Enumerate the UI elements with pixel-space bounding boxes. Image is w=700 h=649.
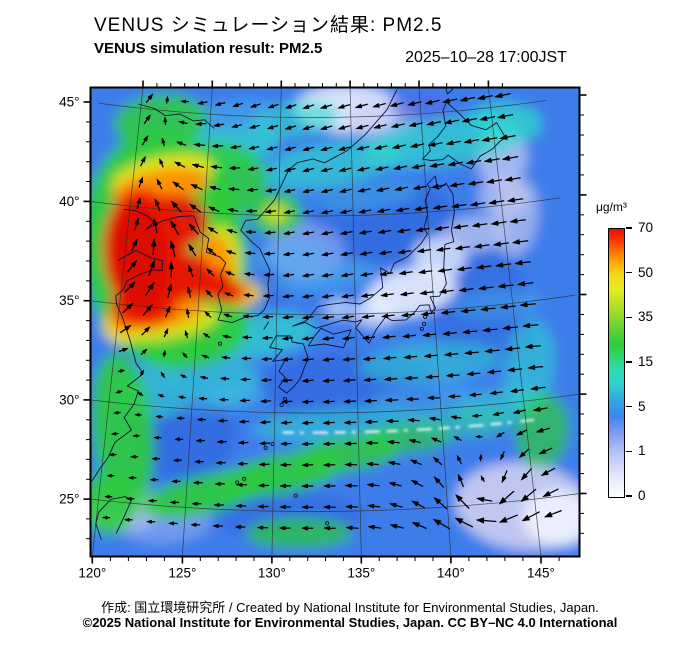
colorbar-tick-label: 15 [638, 354, 654, 369]
colorbar-tick-label: 70 [638, 220, 654, 235]
axis-labels: 45° 40° 35° 30° 25° 120° 125° 130° 135° 140° 145° [59, 95, 555, 581]
svg-text:30°: 30° [59, 392, 79, 407]
svg-text:125°: 125° [168, 566, 196, 581]
svg-text:145°: 145° [527, 566, 555, 581]
colorbar-tick-label: 1 [638, 443, 646, 459]
pm25-field [90, 87, 580, 557]
colorbar-tick [626, 227, 632, 229]
page-subtitle: VENUS simulation result: PM2.5 [94, 40, 323, 57]
colorbar-tick-label: 50 [638, 264, 654, 280]
colorbar-tick [626, 361, 632, 363]
credit-line: 作成: 国立環境研究所 / Created by National Instit… [101, 600, 599, 615]
svg-text:25°: 25° [59, 492, 79, 507]
wind-vectors [101, 92, 562, 531]
colorbar-tick [626, 405, 632, 408]
svg-text:45°: 45° [59, 95, 79, 110]
svg-text:130°: 130° [258, 566, 286, 581]
svg-text:135°: 135° [347, 566, 375, 581]
colorbar-tick [626, 450, 632, 453]
map-frame [89, 86, 581, 558]
colorbar-gradient [608, 228, 625, 498]
svg-text:140°: 140° [437, 566, 465, 581]
timestamp: 2025–10–28 17:00JST [405, 49, 567, 66]
colorbar: μg/m³ 70 50 35 15 5 1 0 [596, 200, 700, 520]
svg-text:40°: 40° [59, 194, 79, 209]
svg-text:120°: 120° [78, 566, 106, 581]
axis-ticks [83, 80, 587, 564]
cloud-streak [282, 418, 535, 434]
svg-text:35°: 35° [59, 293, 79, 308]
graticule [90, 87, 580, 557]
colorbar-tick-label: 35 [638, 309, 654, 325]
colorbar-unit: μg/m³ [596, 200, 627, 214]
map-canvas: 45° 40° 35° 30° 25° 120° 125° 130° 135° 140° 145° [59, 80, 587, 581]
colorbar-tick [626, 495, 632, 497]
colorbar-tick [626, 316, 632, 319]
colorbar-tick [626, 271, 632, 274]
colorbar-tick-label: 0 [638, 488, 646, 503]
page-title: VENUS シミュレーション結果: PM2.5 [94, 15, 443, 36]
colorbar-tick-label: 5 [638, 398, 646, 414]
license-line: ©2025 National Institute for Environment… [82, 615, 618, 630]
